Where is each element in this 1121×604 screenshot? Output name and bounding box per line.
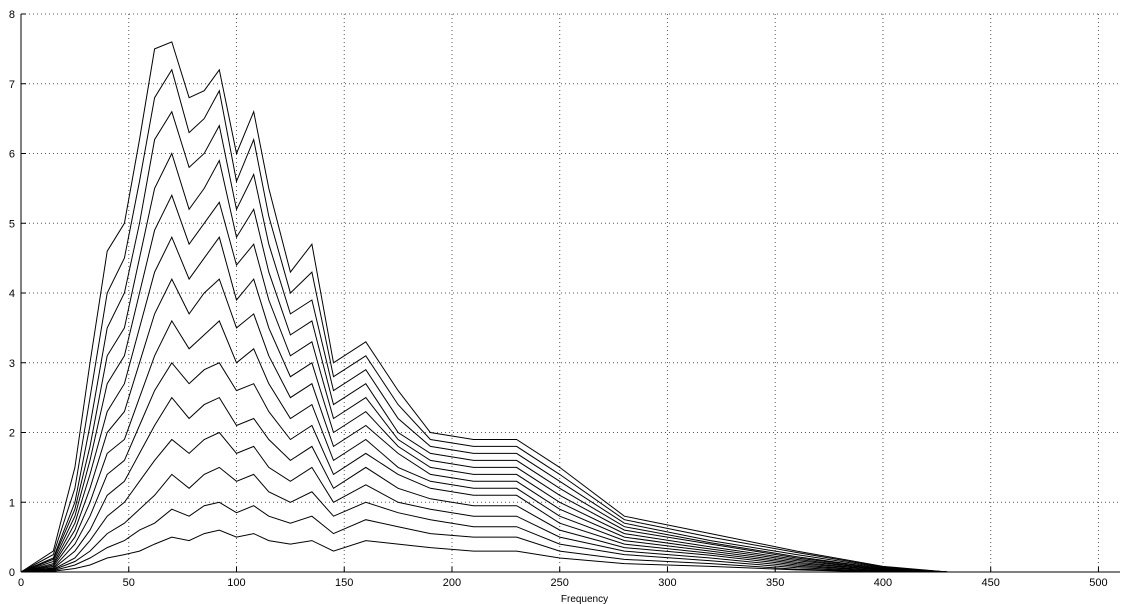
grid-lines [21, 13, 1120, 572]
y-tick-label: 7 [9, 79, 15, 91]
y-tick-label: 1 [9, 497, 15, 509]
y-tick-label: 2 [9, 428, 15, 440]
spectrum-line [20, 68, 948, 573]
spectrum-line [20, 501, 948, 573]
y-tick-label: 5 [9, 218, 15, 230]
y-tick-label: 6 [9, 149, 15, 161]
y-tick-labels: 0 1 2 3 4 5 6 7 8 [9, 9, 15, 579]
spectrum-line [20, 152, 948, 573]
x-axis-title: Frequency [561, 594, 608, 604]
spectrum-line [20, 41, 948, 573]
spectrum-lines [20, 41, 948, 573]
spectrum-line [20, 466, 948, 573]
x-tick-label: 100 [227, 577, 245, 589]
x-tick-label: 450 [982, 577, 1000, 589]
axes [20, 13, 1120, 573]
spectrum-line [20, 277, 948, 573]
x-tick-label: 500 [1089, 577, 1107, 589]
spectrum-line [20, 235, 948, 573]
x-tick-label: 150 [335, 577, 353, 589]
x-tick-label: 50 [123, 577, 135, 589]
x-tick-label: 300 [658, 577, 676, 589]
x-tick-label: 200 [443, 577, 461, 589]
x-tick-label: 0 [18, 577, 24, 589]
spectrum-line [20, 431, 948, 573]
spectrum-line [20, 110, 948, 573]
spectrum-line [20, 319, 948, 573]
spectrum-line [20, 194, 948, 573]
spectrum-line [20, 529, 948, 573]
x-tick-label: 400 [874, 577, 892, 589]
y-tick-label: 4 [9, 288, 15, 300]
spectrum-line [20, 396, 948, 573]
x-tick-labels: 0 50 100 150 200 250 300 350 400 450 500 [18, 577, 1108, 589]
y-tick-label: 3 [9, 358, 15, 370]
x-tick-label: 350 [766, 577, 784, 589]
y-tick-label: 8 [9, 9, 15, 21]
x-tick-label: 250 [551, 577, 569, 589]
y-tick-label: 0 [9, 567, 15, 579]
spectrum-line [20, 361, 948, 573]
